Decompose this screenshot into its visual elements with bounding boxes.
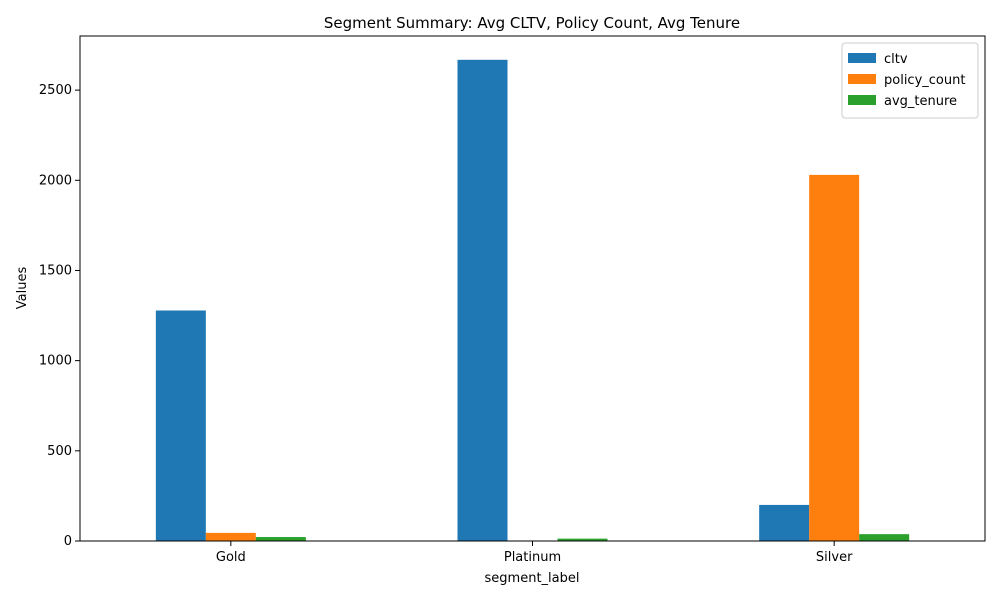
legend-label-policy_count: policy_count xyxy=(884,73,965,88)
bars-layer xyxy=(155,59,910,542)
chart-title: Segment Summary: Avg CLTV, Policy Count,… xyxy=(324,14,740,32)
y-axis-label: Values xyxy=(15,267,30,310)
bar-cltv-silver xyxy=(759,504,810,541)
x-axis: Gold Platinum Silver xyxy=(216,541,853,565)
legend: cltv policy_count avg_tenure xyxy=(841,42,979,119)
x-tick-label-platinum: Platinum xyxy=(504,550,561,565)
legend-swatch-cltv xyxy=(848,53,876,63)
legend-swatch-policy_count xyxy=(848,74,876,84)
bar-avg_tenure-silver xyxy=(859,534,910,541)
y-axis: 0 500 1000 1500 2000 2500 xyxy=(39,83,80,549)
x-tick-label-gold: Gold xyxy=(216,550,246,565)
legend-swatch-avg_tenure xyxy=(848,95,876,105)
bar-cltv-gold xyxy=(155,310,206,541)
bar-policy_count-silver xyxy=(809,174,860,541)
bar-policy_count-gold xyxy=(205,532,256,541)
legend-label-avg_tenure: avg_tenure xyxy=(884,94,957,109)
y-tick-label: 1500 xyxy=(39,263,72,278)
y-tick-label: 1000 xyxy=(39,354,72,369)
bar-avg_tenure-gold xyxy=(255,537,306,541)
bar-cltv-platinum xyxy=(457,59,508,542)
bar-avg_tenure-platinum xyxy=(557,538,608,541)
x-axis-label: segment_label xyxy=(485,571,580,586)
y-tick-label: 500 xyxy=(47,444,72,459)
legend-label-cltv: cltv xyxy=(884,52,908,67)
y-tick-label: 0 xyxy=(64,534,72,549)
x-tick-label-silver: Silver xyxy=(816,550,853,565)
y-tick-label: 2000 xyxy=(39,173,72,188)
y-tick-label: 2500 xyxy=(39,83,72,98)
